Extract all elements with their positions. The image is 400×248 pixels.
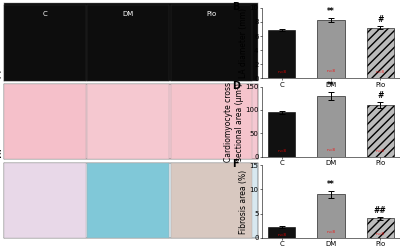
Text: F: F <box>232 159 238 169</box>
Y-axis label: Cardiomyocyte cross
sectional area (µm²): Cardiomyocyte cross sectional area (µm²) <box>224 82 244 162</box>
Text: n=8: n=8 <box>326 148 336 152</box>
Text: DM: DM <box>123 11 134 17</box>
Bar <box>367 105 394 157</box>
Text: n=8: n=8 <box>326 69 336 73</box>
Text: n=8: n=8 <box>376 149 385 153</box>
Text: **: ** <box>327 7 335 16</box>
Text: #: # <box>377 15 383 24</box>
Y-axis label: LA diameter (mm): LA diameter (mm) <box>239 8 248 78</box>
Y-axis label: Fibrosis area (%): Fibrosis area (%) <box>239 169 248 234</box>
Text: B: B <box>232 2 239 12</box>
Text: n=8: n=8 <box>277 149 286 153</box>
Text: ##: ## <box>374 206 386 215</box>
Bar <box>268 227 295 238</box>
Bar <box>318 20 344 78</box>
Bar <box>268 112 295 157</box>
Bar <box>367 28 394 78</box>
Text: Pio: Pio <box>206 11 217 17</box>
Bar <box>318 194 344 238</box>
Text: D: D <box>232 81 240 91</box>
Text: #: # <box>377 91 383 100</box>
Bar <box>268 31 295 78</box>
Text: n=8: n=8 <box>326 230 336 234</box>
Bar <box>367 218 394 238</box>
Text: **: ** <box>327 81 335 90</box>
Text: n=8: n=8 <box>277 70 286 74</box>
Bar <box>318 96 344 157</box>
Text: n=8: n=8 <box>277 233 286 237</box>
Text: C: C <box>0 71 1 81</box>
Text: C: C <box>42 11 47 17</box>
Text: n=8: n=8 <box>376 70 385 74</box>
Text: **: ** <box>327 180 335 189</box>
Text: n=8: n=8 <box>376 232 385 236</box>
